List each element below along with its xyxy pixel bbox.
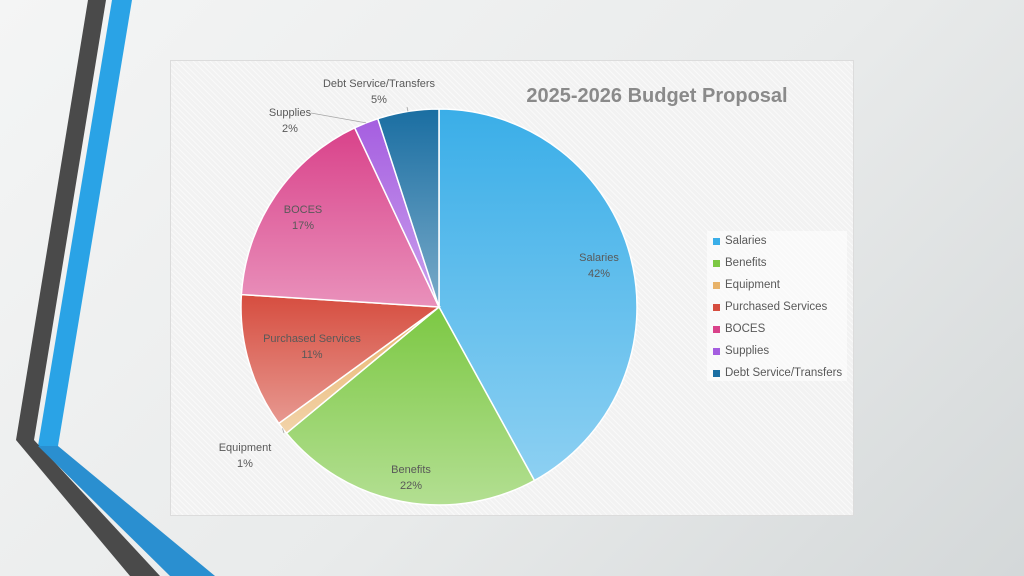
legend-item-boces: BOCES bbox=[713, 320, 765, 338]
legend-item-purchased-services: Purchased Services bbox=[713, 298, 827, 316]
leader-line-supplies bbox=[310, 112, 367, 124]
data-label-name-purchased-services: Purchased Services bbox=[263, 333, 361, 345]
legend-item-equipment: Equipment bbox=[713, 276, 780, 294]
blue-stripe-lower bbox=[38, 446, 215, 576]
pie-slice-debt-service-transfers bbox=[376, 108, 440, 308]
data-label-name-supplies: Supplies bbox=[269, 107, 312, 119]
legend-item-supplies: Supplies bbox=[713, 342, 769, 360]
pie-slice-purchased-services bbox=[240, 293, 442, 425]
blue-stripe-upper bbox=[38, 0, 132, 446]
legend-label: Benefits bbox=[725, 257, 767, 269]
data-label-value-purchased-services: 11% bbox=[301, 349, 322, 361]
chart-legend: Salaries Benefits Equipment Purchased Servi… bbox=[707, 231, 847, 381]
data-label-name-benefits: Benefits bbox=[391, 464, 431, 476]
data-label-name-boces: BOCES bbox=[284, 204, 323, 216]
pie-slice-salaries bbox=[438, 108, 638, 482]
data-label-name-salaries: Salaries bbox=[579, 252, 619, 264]
data-label-value-salaries: 42% bbox=[588, 268, 610, 280]
legend-label: Debt Service/Transfers bbox=[725, 367, 843, 379]
leader-line-debt-service-transfers bbox=[406, 106, 409, 112]
chart-panel: Salaries 42% Benefits 22% Equipment 1% Purchas… bbox=[170, 60, 854, 516]
data-label-name-equipment: Equipment bbox=[219, 442, 272, 454]
legend-swatch bbox=[713, 259, 720, 267]
legend-swatch bbox=[713, 281, 720, 289]
pie-slice-benefits bbox=[285, 305, 536, 506]
legend-label: Equipment bbox=[725, 279, 780, 291]
data-label-value-debt-service-transfers: 5% bbox=[371, 94, 387, 106]
legend-item-debt-service-transfers: Debt Service/Transfers bbox=[713, 364, 842, 382]
data-label-value-boces: 17% bbox=[292, 220, 314, 232]
data-label-value-equipment: 1% bbox=[237, 458, 253, 470]
data-label-name-debt-service-transfers: Debt Service/Transfers bbox=[323, 78, 436, 90]
legend-swatch bbox=[713, 237, 720, 245]
data-label-value-supplies: 2% bbox=[282, 123, 298, 135]
chart-title: 2025-2026 Budget Proposal bbox=[526, 85, 788, 107]
legend-swatch bbox=[713, 325, 720, 333]
pie-chart: Salaries 42% Benefits 22% Equipment 1% Purchas… bbox=[219, 78, 638, 506]
legend-item-benefits: Benefits bbox=[713, 254, 767, 272]
pie-slice-boces bbox=[240, 126, 441, 308]
data-label-value-benefits: 22% bbox=[400, 480, 422, 492]
legend-label: Purchased Services bbox=[725, 301, 828, 313]
leader-line-equipment bbox=[282, 428, 285, 434]
legend-label: Supplies bbox=[725, 345, 770, 357]
dark-stripe-upper bbox=[16, 0, 106, 440]
legend-label: Salaries bbox=[725, 235, 767, 247]
legend-swatch bbox=[713, 347, 720, 355]
legend-label: BOCES bbox=[725, 323, 766, 335]
legend-swatch bbox=[713, 369, 720, 377]
legend-item-salaries: Salaries bbox=[713, 232, 767, 250]
legend-swatch bbox=[713, 303, 720, 311]
dark-stripe-lower bbox=[16, 440, 160, 576]
